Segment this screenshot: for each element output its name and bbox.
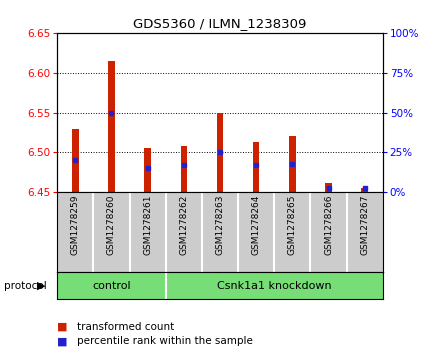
Text: Csnk1a1 knockdown: Csnk1a1 knockdown bbox=[217, 281, 332, 291]
Text: ▶: ▶ bbox=[37, 281, 45, 291]
Text: GSM1278267: GSM1278267 bbox=[360, 195, 369, 255]
Text: percentile rank within the sample: percentile rank within the sample bbox=[77, 336, 253, 346]
Title: GDS5360 / ILMN_1238309: GDS5360 / ILMN_1238309 bbox=[133, 17, 307, 30]
Bar bbox=[253, 142, 260, 192]
Bar bbox=[72, 129, 79, 192]
Text: GSM1278260: GSM1278260 bbox=[107, 195, 116, 255]
Text: GSM1278266: GSM1278266 bbox=[324, 195, 333, 255]
Text: GSM1278261: GSM1278261 bbox=[143, 195, 152, 255]
Text: GSM1278264: GSM1278264 bbox=[252, 195, 260, 255]
Text: ■: ■ bbox=[57, 336, 68, 346]
Bar bbox=[180, 146, 187, 192]
Text: GSM1278265: GSM1278265 bbox=[288, 195, 297, 255]
Bar bbox=[325, 183, 332, 192]
Bar bbox=[108, 61, 115, 192]
Bar bbox=[217, 113, 223, 192]
Text: GSM1278263: GSM1278263 bbox=[216, 195, 224, 255]
Bar bbox=[289, 136, 296, 192]
Bar bbox=[144, 148, 151, 192]
Text: GSM1278259: GSM1278259 bbox=[71, 195, 80, 255]
Text: ■: ■ bbox=[57, 322, 68, 332]
Text: transformed count: transformed count bbox=[77, 322, 174, 332]
Text: protocol: protocol bbox=[4, 281, 47, 291]
Bar bbox=[361, 188, 368, 192]
Text: control: control bbox=[92, 281, 131, 291]
Text: GSM1278262: GSM1278262 bbox=[180, 195, 188, 255]
